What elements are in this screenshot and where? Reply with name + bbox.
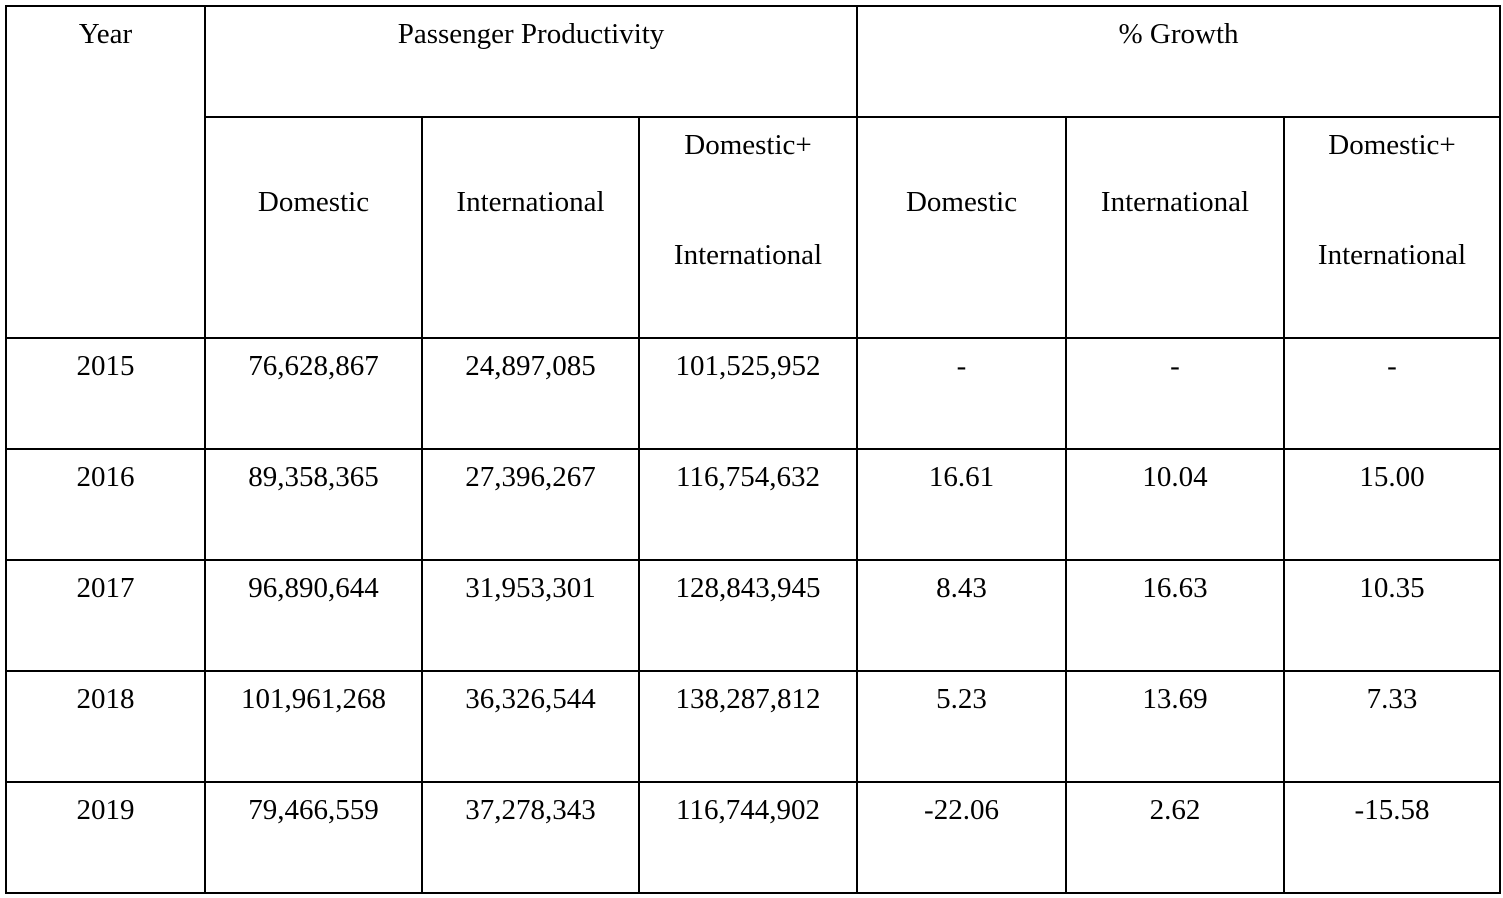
- international-cell: 36,326,544: [421, 670, 640, 783]
- subheader-label-line1: Domestic+: [1328, 129, 1456, 161]
- table-row: 2016 89,358,365 27,396,267 116,754,632 1…: [5, 448, 1502, 561]
- growth-international-cell: 13.69: [1065, 670, 1286, 783]
- subheader-label: Domestic: [905, 186, 1018, 218]
- subheader-growth-domestic: Domestic: [856, 116, 1068, 339]
- total-cell: 138,287,812: [637, 670, 859, 783]
- growth-international-cell: 2.62: [1065, 781, 1286, 894]
- passenger-productivity-group-header: Passenger Productivity: [203, 5, 859, 118]
- subheader-label: Domestic: [257, 186, 370, 218]
- total-cell: 101,525,952: [637, 337, 859, 450]
- growth-domestic-cell: 8.43: [856, 559, 1068, 672]
- passenger-productivity-table: Year Passenger Productivity % Growth Dom…: [5, 5, 1502, 894]
- year-cell: 2018: [5, 670, 206, 783]
- subheader-growth-international: International: [1065, 116, 1286, 339]
- subheader-label-line2: International: [673, 239, 823, 271]
- international-cell: 37,278,343: [421, 781, 640, 894]
- subheader-growth-domestic-international: Domestic+ International: [1283, 116, 1502, 339]
- subheader-label: International: [456, 186, 605, 218]
- header-row-groups: Year Passenger Productivity % Growth: [5, 5, 1502, 339]
- total-cell: 116,754,632: [637, 448, 859, 561]
- growth-total-cell: 7.33: [1283, 670, 1502, 783]
- subheader-international: International: [421, 116, 640, 339]
- growth-total-cell: -: [1283, 337, 1502, 450]
- growth-total-cell: 10.35: [1283, 559, 1502, 672]
- growth-total-cell: -15.58: [1283, 781, 1502, 894]
- year-cell: 2015: [5, 337, 206, 450]
- growth-international-cell: 16.63: [1065, 559, 1286, 672]
- growth-domestic-cell: -22.06: [856, 781, 1068, 894]
- growth-domestic-cell: 5.23: [856, 670, 1068, 783]
- domestic-cell: 101,961,268: [204, 670, 423, 783]
- table-row: 2019 79,466,559 37,278,343 116,744,902 -…: [5, 781, 1502, 894]
- total-cell: 116,744,902: [637, 781, 859, 894]
- table-row: 2018 101,961,268 36,326,544 138,287,812 …: [5, 670, 1502, 783]
- growth-domestic-cell: 16.61: [856, 448, 1068, 561]
- subheader-label: International: [1100, 186, 1250, 218]
- subheader-label-line1: Domestic+: [684, 129, 812, 161]
- growth-international-cell: 10.04: [1065, 448, 1286, 561]
- subheader-domestic-international: Domestic+ International: [637, 116, 859, 339]
- total-cell: 128,843,945: [637, 559, 859, 672]
- domestic-cell: 89,358,365: [204, 448, 423, 561]
- year-cell: 2017: [5, 559, 206, 672]
- table-row: 2015 76,628,867 24,897,085 101,525,952 -…: [5, 337, 1502, 450]
- subheader-domestic: Domestic: [204, 116, 423, 339]
- subheader-label-line2: International: [1317, 239, 1467, 271]
- domestic-cell: 76,628,867: [204, 337, 423, 450]
- header-row-subcolumns: Domestic International Domestic+ Interna…: [6, 116, 1502, 339]
- growth-domestic-cell: -: [856, 337, 1068, 450]
- international-cell: 24,897,085: [421, 337, 640, 450]
- year-cell: 2016: [5, 448, 206, 561]
- international-cell: 27,396,267: [421, 448, 640, 561]
- table-row: 2017 96,890,644 31,953,301 128,843,945 8…: [5, 559, 1502, 672]
- international-cell: 31,953,301: [421, 559, 640, 672]
- domestic-cell: 79,466,559: [204, 781, 423, 894]
- year-cell: 2019: [5, 781, 206, 894]
- growth-total-cell: 15.00: [1283, 448, 1502, 561]
- domestic-cell: 96,890,644: [204, 559, 423, 672]
- growth-international-cell: -: [1065, 337, 1286, 450]
- growth-group-header: % Growth: [856, 5, 1502, 118]
- year-column-header: Year: [5, 5, 206, 339]
